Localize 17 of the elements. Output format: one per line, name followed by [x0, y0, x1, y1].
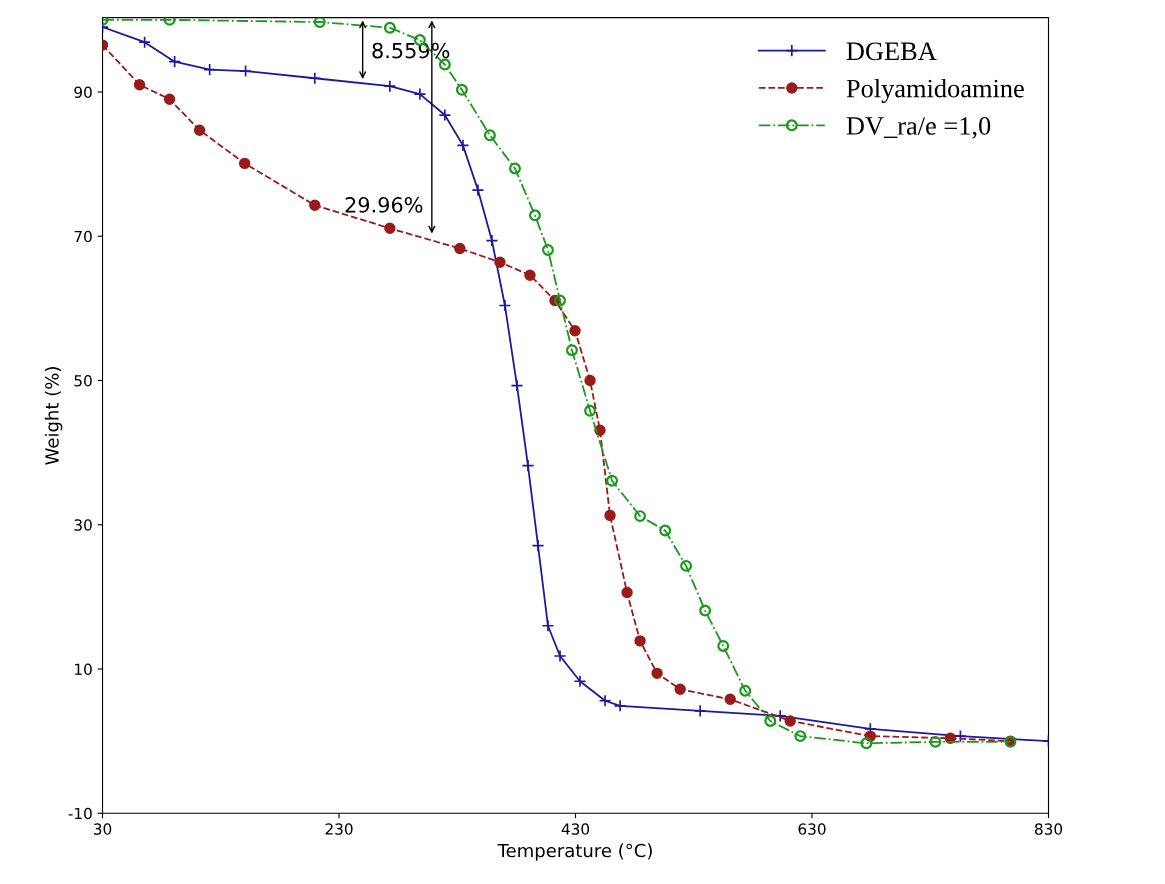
- y-tick-label: 90: [74, 86, 92, 98]
- y-tick-label: 50: [74, 374, 92, 387]
- y-axis-title: Weight (%): [44, 367, 63, 465]
- x-axis-title: Temperature (°C): [497, 843, 652, 861]
- legend-label: DV_ra/e =1,0: [846, 117, 991, 139]
- x-tick-label: 230: [325, 823, 353, 835]
- legend-label: DGEBA: [846, 42, 937, 61]
- x-tick-label: 30: [93, 823, 112, 835]
- y-tick-label: 70: [74, 230, 92, 243]
- x-tick-label: 630: [798, 823, 826, 835]
- y-tick-label: 30: [74, 519, 92, 531]
- annotation: 29.96%: [345, 197, 423, 213]
- legend-label: Polyamidoamine: [846, 78, 1024, 103]
- y-tick-label: 10: [75, 663, 92, 676]
- y-tick-label: -10: [68, 807, 92, 820]
- x-tick-label: 430: [561, 823, 590, 835]
- x-tick-label: 830: [1034, 823, 1063, 835]
